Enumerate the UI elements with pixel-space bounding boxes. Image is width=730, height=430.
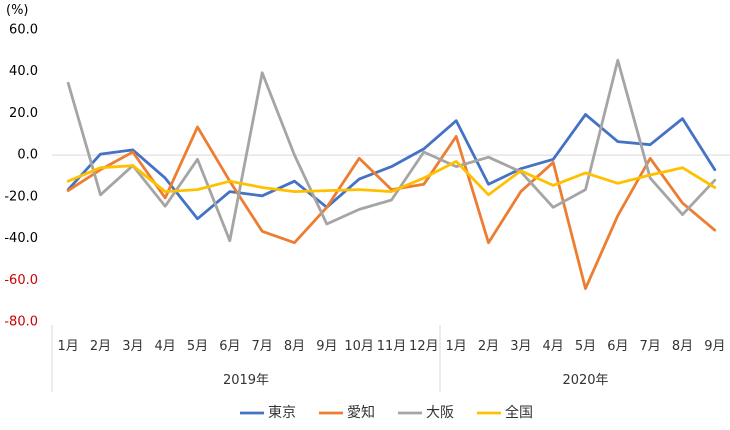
x-group-label: 2019年 [223,373,269,388]
series-line-0 [66,113,717,221]
x-tick-label: 2月 [478,339,499,354]
x-tick-label: 1月 [446,339,467,354]
y-tick-label: -80.0 [4,315,38,330]
chart-series [66,58,717,291]
y-tick-label: -60.0 [4,273,38,288]
x-tick-label: 6月 [219,339,240,354]
x-tick-label: 7月 [640,339,661,354]
x-tick-label: 4月 [543,339,564,354]
x-tick-label: 5月 [187,339,208,354]
y-unit-label: (%) [6,3,29,18]
x-tick-label: 3月 [122,339,143,354]
y-tick-label: 20.0 [9,106,38,121]
legend-label: 大阪 [426,405,454,421]
x-tick-label: 3月 [510,339,531,354]
x-tick-label: 10月 [344,339,374,354]
x-tick-label: 8月 [672,339,693,354]
y-tick-label: -40.0 [4,231,38,246]
x-tick-label: 7月 [252,339,273,354]
x-tick-label: 12月 [409,339,439,354]
x-tick-label: 8月 [284,339,305,354]
x-tick-label: 6月 [607,339,628,354]
x-tick-label: 2月 [90,339,111,354]
chart-legend: 東京 愛知 大阪 全国 [240,404,533,421]
y-tick-label: -20.0 [4,189,38,204]
x-tick-label: 9月 [316,339,337,354]
series-line-3 [66,159,717,197]
x-tick-label: 1月 [58,339,79,354]
y-tick-label: 40.0 [9,64,38,79]
legend-label: 東京 [268,405,296,421]
x-axis-labels: 1月 2月 3月 4月 5月 6月 7月 8月 9月 10月 11月 12月 1月 2月 3月 4月 5月 6月 7… [58,339,726,388]
x-tick-label: 4月 [155,339,176,354]
legend-label: 愛知 [347,404,375,421]
x-tick-label: 11月 [377,339,407,354]
legend-label: 全国 [505,404,533,421]
chart-axes: 60.0 40.0 20.0 0.0 -20.0 -40.0 -60.0 -80.0 [4,23,730,392]
x-tick-label: 5月 [575,339,596,354]
y-tick-label: 0.0 [17,148,38,163]
x-group-label: 2020年 [562,373,608,388]
x-tick-label: 9月 [704,339,725,354]
series-line-1 [66,125,717,291]
y-tick-label: 60.0 [9,23,38,38]
